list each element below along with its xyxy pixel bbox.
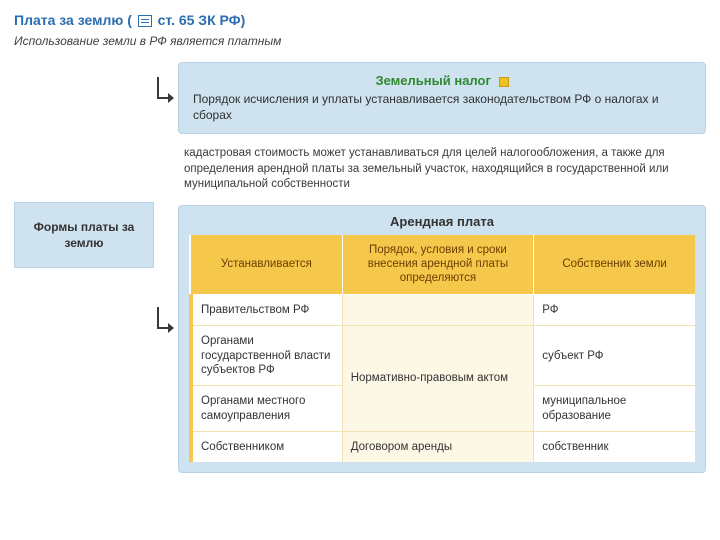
cell: Правительством РФ [191,294,342,325]
cell: собственник [534,432,695,463]
table-row: Собственником Договором аренды собственн… [191,432,695,463]
land-tax-title: Земельный налог [193,73,691,88]
page-subtitle: Использование земли в РФ является платны… [14,34,706,48]
forms-of-payment-box: Формы платы за землю [14,202,154,268]
table-row: Органами государственной власти субъекто… [191,326,695,386]
land-tax-title-text: Земельный налог [375,73,490,88]
tax-row: Земельный налог Порядок исчисления и упл… [154,62,706,134]
col-header-owner: Собственник земли [534,235,695,295]
rent-row: Арендная плата Устанавливается Порядок, … [154,205,706,474]
land-tax-description: Порядок исчисления и уплаты устанавливае… [193,92,691,123]
rent-title: Арендная плата [189,214,695,229]
cell: Нормативно-правовым актом [342,326,534,432]
col-header-procedure: Порядок, условия и сроки внесения арендн… [342,235,534,295]
left-column: Формы платы за землю [14,62,154,473]
cell: Органами государственной власти субъекто… [191,326,342,386]
cell: Органами местного самоуправления [191,386,342,432]
cell: РФ [534,294,695,325]
table-header-row: Устанавливается Порядок, условия и сроки… [191,235,695,295]
arrow-icon [154,75,178,121]
cell [342,294,534,325]
rent-table: Устанавливается Порядок, условия и сроки… [189,235,695,463]
col-header-established: Устанавливается [191,235,342,295]
table-row: Правительством РФ РФ [191,294,695,325]
cadastral-note: кадастровая стоимость может устанавливат… [178,144,706,195]
note-icon[interactable] [499,77,509,87]
title-statute-link[interactable]: ст. 65 ЗК РФ [158,12,241,28]
arrow-icon [154,305,178,351]
cell: Договором аренды [342,432,534,463]
title-prefix: Плата за землю ( [14,12,132,28]
land-tax-card: Земельный налог Порядок исчисления и упл… [178,62,706,134]
diagram-layout: Формы платы за землю Земельный налог Пор… [14,62,706,473]
document-icon [138,15,152,27]
page-title: Плата за землю ( ст. 65 ЗК РФ) [14,12,706,28]
title-suffix: ) [241,12,246,28]
rent-card: Арендная плата Устанавливается Порядок, … [178,205,706,474]
cell: субъект РФ [534,326,695,386]
cell: муниципальное образование [534,386,695,432]
right-column: Земельный налог Порядок исчисления и упл… [154,62,706,473]
cadastral-row: кадастровая стоимость может устанавливат… [154,144,706,195]
cell: Собственником [191,432,342,463]
